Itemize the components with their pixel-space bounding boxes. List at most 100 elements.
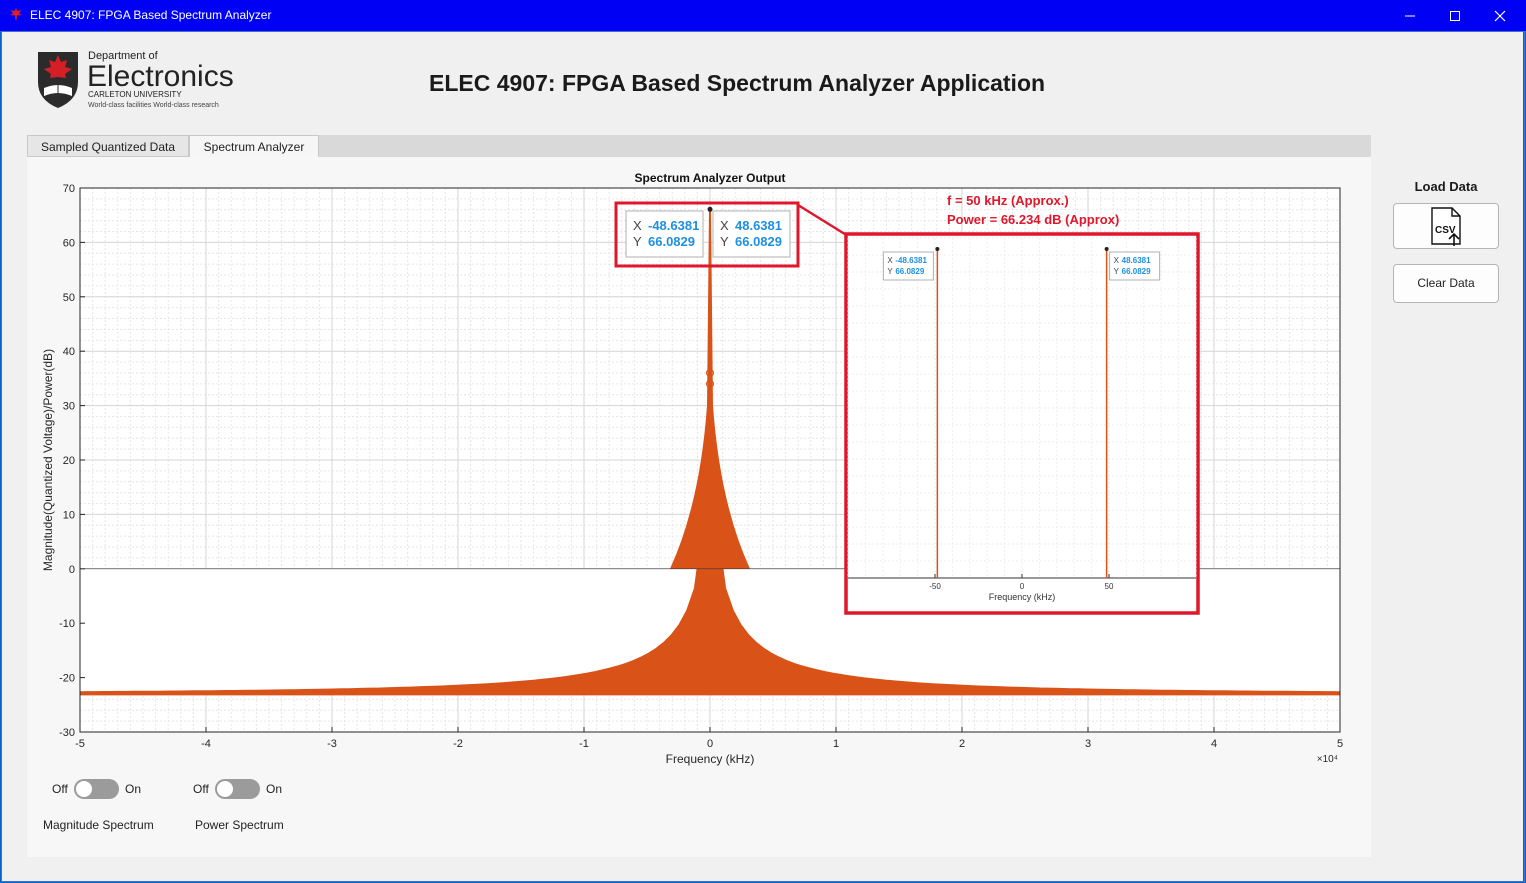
- load-data-label: Load Data: [1414, 179, 1478, 194]
- logo-name: Electronics: [87, 60, 234, 93]
- inset-datatip-y-key: Y: [887, 267, 893, 276]
- switch-knob: [76, 781, 92, 797]
- magnitude-toggle-off-label: Off: [52, 782, 68, 796]
- x-tick-label: -2: [453, 738, 463, 750]
- load-csv-button[interactable]: CSV: [1393, 203, 1499, 249]
- y-tick-label: 40: [63, 346, 75, 358]
- csv-icon-text: CSV: [1435, 225, 1456, 236]
- maximize-icon: [1450, 11, 1460, 21]
- x-axis-label: Frequency (kHz): [666, 752, 755, 766]
- inset-x-tick-label: 0: [1020, 582, 1025, 591]
- annotation-power: Power = 66.234 dB (Approx): [947, 212, 1119, 227]
- maximize-button[interactable]: [1433, 0, 1479, 31]
- magnitude-spectrum-caption: Magnitude Spectrum: [43, 818, 154, 832]
- inset-datatip-x-key: X: [1114, 256, 1120, 265]
- y-axis-label: Magnitude(Quantized Voltage)/Power(dB): [41, 349, 55, 571]
- close-button[interactable]: [1478, 0, 1524, 31]
- x-tick-label: -1: [579, 738, 589, 750]
- inset-x-axis-label: Frequency (kHz): [989, 592, 1056, 602]
- highlight-box-main: [614, 201, 800, 268]
- logo-tagline: World-class facilities World-class resea…: [88, 102, 219, 109]
- spectrum-marker: [706, 368, 714, 377]
- datatip-y-value: 66.0829: [648, 234, 695, 249]
- x-axis-exponent: ×10⁴: [1317, 754, 1338, 765]
- department-logo: Department of Electronics CARLETON UNIVE…: [38, 50, 234, 109]
- y-tick-label: 70: [63, 183, 75, 195]
- y-tick-label: 0: [69, 564, 75, 576]
- carleton-shield-icon: [38, 52, 78, 108]
- app-leaf-icon: [10, 8, 22, 20]
- logo-dept: Department of: [88, 50, 159, 62]
- x-tick-label: 2: [959, 738, 965, 750]
- x-tick-label: 4: [1211, 738, 1217, 750]
- x-tick-label: -5: [75, 738, 85, 750]
- inset-datatip-box: [882, 251, 934, 281]
- y-tick-label: 60: [63, 237, 75, 249]
- power-spectrum-caption: Power Spectrum: [195, 818, 284, 832]
- logo-university: CARLETON UNIVERSITY: [88, 90, 182, 99]
- spectrum-marker: [706, 379, 714, 388]
- y-tick-label: 10: [63, 509, 75, 521]
- tab-sampled-quantized-data[interactable]: Sampled Quantized Data: [27, 135, 189, 157]
- datatip-x-value: 48.6381: [735, 218, 782, 233]
- window-titlebar: ELEC 4907: FPGA Based Spectrum Analyzer: [0, 0, 1526, 31]
- csv-upload-icon: CSV: [1431, 207, 1461, 246]
- inset-datatip-y-key: Y: [1114, 267, 1120, 276]
- datatip-x-value: -48.6381: [648, 218, 699, 233]
- x-tick-label: -4: [201, 738, 211, 750]
- clear-data-button[interactable]: Clear Data: [1393, 264, 1499, 303]
- inset-datatip-x-value: 48.6381: [1122, 256, 1151, 265]
- x-tick-label: 0: [707, 738, 713, 750]
- y-tick-label: -30: [59, 727, 75, 739]
- switch-knob: [217, 781, 233, 797]
- inset-datatip-x-value: -48.6381: [895, 256, 927, 265]
- power-spectrum-switch[interactable]: [215, 779, 260, 799]
- minimize-icon: [1405, 15, 1415, 17]
- y-tick-label: 20: [63, 455, 75, 467]
- datatip-y-value: 66.0829: [735, 234, 782, 249]
- inset-datatip-y-value: 66.0829: [895, 267, 924, 276]
- inset-x-tick-label: -50: [929, 582, 941, 591]
- inset-datatip-x-key: X: [887, 256, 893, 265]
- inset-grid: [847, 237, 1197, 579]
- power-toggle-off-label: Off: [193, 782, 209, 796]
- power-toggle-on-label: On: [266, 782, 283, 796]
- datatip-x-key: X: [720, 218, 729, 233]
- x-tick-label: 1: [833, 738, 839, 750]
- magnitude-spectrum-switch[interactable]: [74, 779, 119, 799]
- connector-line: [797, 203, 849, 238]
- chart-title: Spectrum Analyzer Output: [635, 171, 786, 185]
- datatip-point: [707, 206, 713, 212]
- spectrum-mask-left: [80, 476, 710, 693]
- spectrum-marker: [706, 450, 714, 459]
- minimize-button[interactable]: [1388, 0, 1434, 31]
- datatip-x-key: X: [633, 218, 642, 233]
- y-tick-label: -10: [59, 618, 75, 630]
- datatip: X 48.6381 Y 66.0829: [712, 210, 791, 258]
- y-tick-label: 30: [63, 401, 75, 413]
- y-tick-label: -20: [59, 673, 75, 685]
- spectrum-marker: [706, 461, 714, 470]
- tab-spectrum-analyzer[interactable]: Spectrum Analyzer: [189, 135, 319, 157]
- spectrum-envelope-right: [709, 476, 1341, 694]
- y-tick-label: 50: [63, 292, 75, 304]
- datatip: X -48.6381 Y 66.0829: [625, 210, 704, 258]
- inset-peak-point: [935, 247, 940, 251]
- x-tick-label: 5: [1337, 738, 1343, 750]
- window-title: ELEC 4907: FPGA Based Spectrum Analyzer: [30, 8, 272, 22]
- inset-x-tick-label: 50: [1105, 582, 1114, 591]
- magnitude-toggle-on-label: On: [125, 782, 142, 796]
- tab-bar: [27, 135, 1371, 157]
- x-tick-label: -3: [327, 738, 337, 750]
- close-icon: [1494, 10, 1506, 22]
- inset-peak-point: [1104, 247, 1109, 251]
- annotation-frequency: f = 50 kHz (Approx.): [947, 193, 1069, 208]
- datatip-y-key: Y: [633, 234, 642, 249]
- datatip-box: [712, 210, 791, 258]
- app-title: ELEC 4907: FPGA Based Spectrum Analyzer …: [429, 70, 1046, 96]
- inset-datatip-box: [1109, 251, 1161, 281]
- datatip-box: [625, 210, 704, 258]
